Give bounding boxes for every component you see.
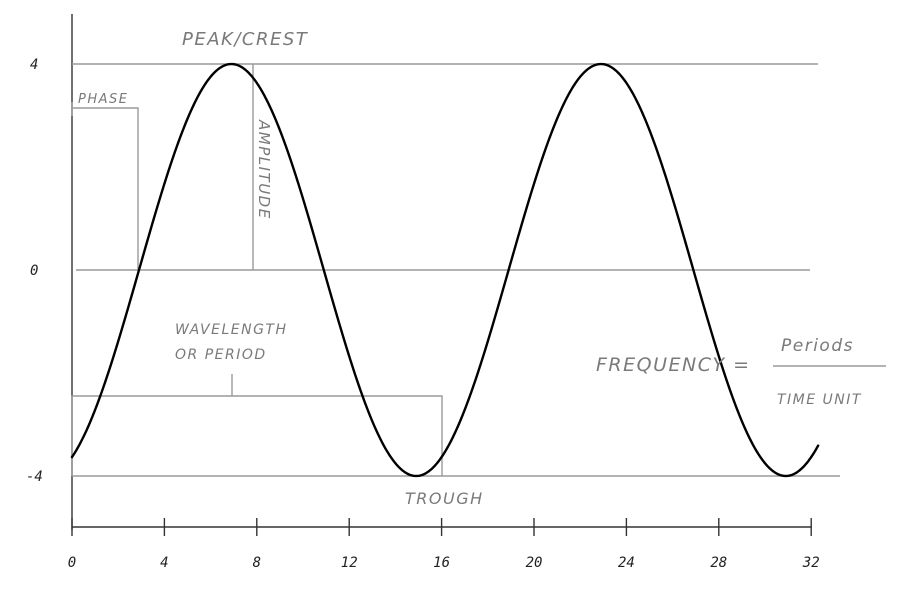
- y-tick-label: 0: [30, 263, 38, 279]
- wavelength-label: WAVELENGTH: [175, 322, 288, 338]
- frequency-label: FREQUENCY =: [596, 354, 751, 376]
- periods-label: Periods: [781, 336, 854, 356]
- x-tick-label: 4: [160, 555, 168, 571]
- x-tick-label: 8: [253, 555, 261, 571]
- time-unit-label: TIME UNIT: [777, 392, 862, 408]
- peak-crest-label: PEAK/CREST: [182, 29, 309, 50]
- phase-bracket: [71, 102, 139, 270]
- y-tick-label: 4: [30, 57, 38, 73]
- x-tick-label: 28: [710, 555, 727, 571]
- x-tick-label: 20: [526, 555, 543, 571]
- or-period-label: OR PERIOD: [175, 347, 267, 363]
- y-tick-label: -4: [26, 469, 43, 485]
- trough-label: TROUGH: [405, 489, 484, 508]
- phase-label: PHASE: [78, 92, 128, 107]
- x-tick-label: 32: [802, 555, 820, 571]
- amplitude-label: AMPLITUDE: [255, 119, 273, 220]
- wavelength-bracket: [71, 374, 443, 476]
- x-ticks: 0 4 8 12 16 20 24 28 32: [68, 518, 820, 571]
- y-ticks: 4 0 -4: [26, 57, 43, 485]
- sine-wave-curve: [70, 62, 820, 478]
- x-tick-label: 12: [341, 555, 358, 571]
- x-tick-label: 16: [433, 555, 450, 571]
- x-tick-label: 0: [68, 555, 76, 571]
- x-tick-label: 24: [618, 555, 635, 571]
